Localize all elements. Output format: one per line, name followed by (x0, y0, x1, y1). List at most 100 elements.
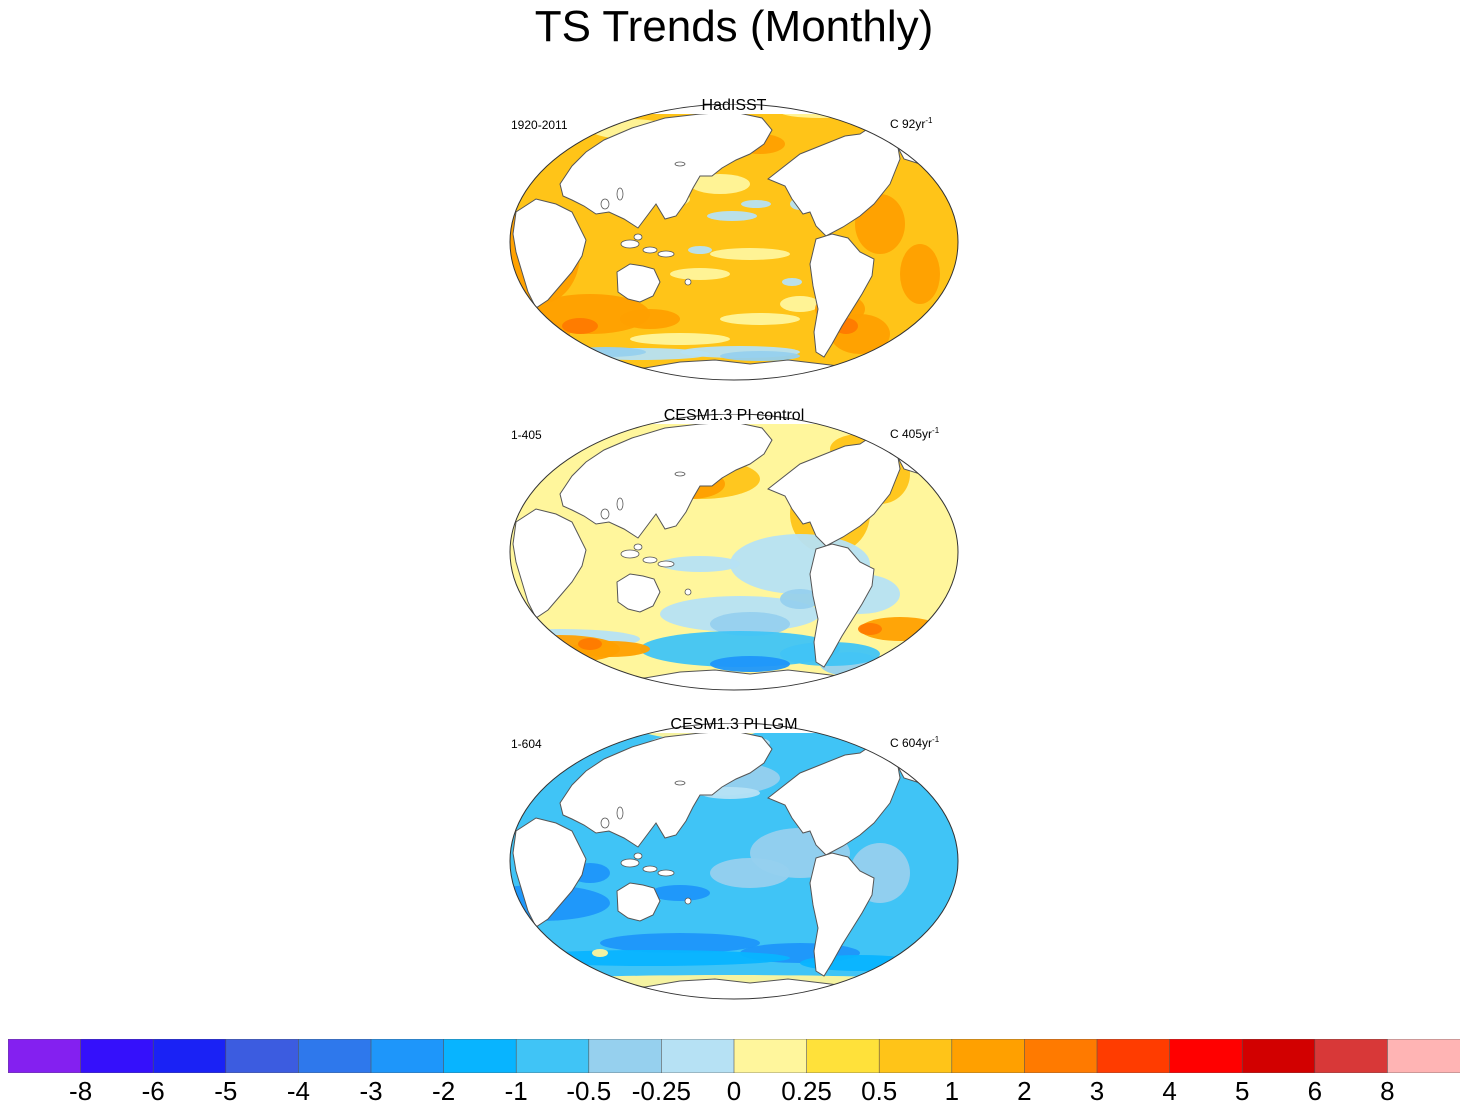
land-mass (559, 421, 773, 539)
colorbar-swatch (806, 1039, 880, 1073)
land-mass (616, 882, 661, 922)
colorbar-swatch (661, 1039, 735, 1073)
island (684, 588, 692, 596)
colorbar-tick-label: -2 (432, 1076, 456, 1106)
colorbar-tick-label: 0.5 (861, 1076, 898, 1106)
island (674, 161, 686, 167)
anomaly-region (592, 949, 608, 957)
colorbar-tick-label: -0.5 (566, 1076, 612, 1106)
colorbar-swatch (1024, 1039, 1098, 1073)
map-panel-control: CESM1.3 PI control 1-405 C 405yr-1 (500, 407, 968, 714)
island (674, 780, 686, 786)
map-panel-hadisst: HadISST 1920-2011 C 92yr-1 (500, 97, 968, 404)
island (616, 187, 624, 201)
anomaly-region (720, 313, 800, 325)
colorbar-tick-label: 2 (1017, 1076, 1032, 1106)
colorbar-swatch (1096, 1039, 1171, 1073)
island (684, 278, 692, 286)
island (657, 250, 675, 258)
land-mass (559, 730, 773, 848)
land-mass (570, 978, 921, 999)
land-mass (570, 359, 921, 380)
colorbar-swatch (8, 1039, 82, 1073)
colorbar-tick-label: 0 (726, 1076, 742, 1106)
panel-period: 1920-2011 (511, 118, 568, 132)
island (642, 556, 658, 564)
colorbar-swatch (1169, 1039, 1243, 1073)
anomaly-region (670, 268, 730, 280)
island (657, 869, 675, 877)
anomaly-region (600, 933, 760, 953)
colorbar-swatch (1387, 1039, 1460, 1073)
anomaly-region (710, 612, 790, 636)
anomaly-region (500, 1001, 968, 1023)
island (633, 233, 643, 241)
colorbar-swatch (1314, 1039, 1389, 1073)
land-mass (767, 431, 901, 547)
polar-mask (510, 104, 958, 114)
colorbar-swatch (225, 1039, 300, 1073)
anomaly-region (510, 950, 790, 966)
map-control (500, 414, 968, 714)
island (684, 897, 692, 905)
panel-title: CESM1.3 PI control (663, 407, 805, 424)
anomaly-region (688, 246, 712, 254)
colorbar-swatch (1241, 1039, 1316, 1073)
land-mass (559, 111, 773, 229)
anomaly-region (900, 244, 940, 304)
colorbar-tick-label: 5 (1234, 1076, 1250, 1106)
land-mass (512, 508, 587, 619)
anomaly-region (660, 556, 740, 572)
land-mass (570, 669, 921, 690)
panel-units: C 604yr-1 (890, 735, 940, 750)
colorbar-swatch (515, 1039, 590, 1073)
anomaly-region (780, 589, 820, 609)
colorbar-swatch (951, 1039, 1026, 1073)
colorbar-tick-label: -0.25 (631, 1076, 692, 1106)
anomaly-region (910, 748, 930, 778)
colorbar-tick-label: 3 (1089, 1076, 1105, 1106)
polar-mask (500, 1007, 968, 1023)
map-outline (509, 104, 959, 381)
land-mass (809, 543, 875, 668)
colorbar-tick-label: -6 (141, 1076, 165, 1106)
anomaly-region (707, 211, 757, 221)
anomaly-region (500, 999, 968, 1011)
colorbar-tick-label: 0.25 (781, 1076, 832, 1106)
anomaly-region (710, 248, 790, 260)
anomaly-region (630, 333, 730, 345)
polar-mask (500, 698, 968, 714)
map-lgm (500, 723, 968, 1023)
anomaly-region (741, 200, 771, 208)
panel-period: 1-405 (511, 428, 542, 442)
anomaly-region (620, 309, 680, 329)
colorbar-tick-label: -5 (214, 1076, 238, 1106)
land-mass (767, 121, 901, 237)
anomaly-region (578, 638, 602, 650)
colorbar-swatch (733, 1039, 808, 1073)
anomaly-region (782, 278, 802, 286)
island (674, 471, 686, 477)
map-outline (509, 414, 959, 691)
colorbar-tick-label: -8 (69, 1076, 93, 1106)
colorbar-tick-label: -4 (286, 1076, 310, 1106)
anomaly-region (510, 319, 570, 349)
land-mass (616, 263, 661, 303)
colorbar-swatch (80, 1039, 154, 1073)
anomaly-region (858, 623, 882, 635)
land-mass (809, 852, 875, 977)
colorbar-tick-label: -3 (359, 1076, 383, 1106)
colorbar-swatch (298, 1039, 372, 1073)
colorbar-tick-label: -1 (504, 1076, 528, 1106)
island (616, 497, 624, 511)
island (642, 865, 658, 873)
island (620, 549, 640, 559)
panel-title: CESM1.3 PI LGM (670, 716, 798, 733)
land-mass (616, 573, 661, 613)
island (600, 817, 610, 829)
colorbar-swatch (588, 1039, 663, 1073)
panel-units: C 92yr-1 (890, 116, 933, 131)
anomaly-region (720, 351, 800, 361)
colorbar-swatch (878, 1039, 953, 1073)
polar-mask (510, 723, 958, 733)
